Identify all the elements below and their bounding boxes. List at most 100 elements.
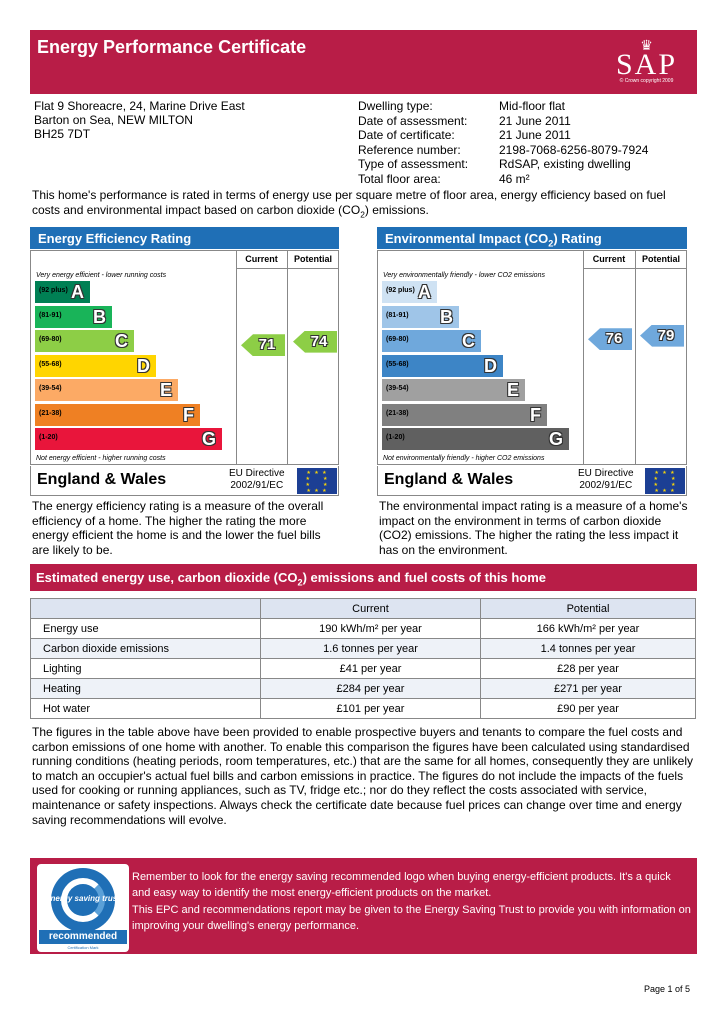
- band-letter: B: [440, 306, 453, 327]
- eu-directive: EU Directive 2002/91/EC: [578, 468, 634, 492]
- intro-text: This home's performance is rated in term…: [32, 188, 696, 221]
- sap-logo-text: SAP: [615, 48, 678, 81]
- row-current: £101 per year: [260, 698, 481, 719]
- band-letter: A: [71, 282, 84, 302]
- column-current: Current: [245, 254, 278, 264]
- address-line-2: Barton on Sea, NEW MILTON: [34, 113, 193, 127]
- environment-title-text: ) Rating: [553, 231, 602, 246]
- fact-label: Date of certificate:: [358, 128, 455, 142]
- band-letter: E: [506, 380, 519, 400]
- fact-value: RdSAP, existing dwelling: [499, 157, 631, 171]
- fact-label: Total floor area:: [358, 171, 441, 186]
- band-range: (1-20): [386, 434, 405, 441]
- rating-band-a: (92 plus) A: [382, 281, 437, 303]
- rating-band-e: (39-54) E: [382, 379, 525, 401]
- estimated-title-subscript: 2: [297, 577, 303, 588]
- est-brand-text: energy saving trust: [46, 894, 120, 903]
- row-potential: 1.4 tonnes per year: [480, 638, 696, 659]
- efficiency-footer: England & Wales EU Directive 2002/91/EC …: [30, 466, 339, 496]
- est-certification-mark: Certification Mark: [67, 945, 99, 950]
- rating-band-b: (81-91) B: [35, 305, 112, 328]
- efficiency-panel-title: Energy Efficiency Rating: [30, 227, 339, 249]
- eu-directive: EU Directive 2002/91/EC: [229, 468, 285, 492]
- efficiency-rating-chart: Current Potential Very energy efficient …: [30, 250, 339, 465]
- rating-band-e: (39-54) E: [35, 379, 178, 401]
- current-rating-arrow: 76: [588, 328, 632, 351]
- band-letter: F: [183, 404, 194, 425]
- row-potential: £271 per year: [480, 678, 696, 699]
- eu-directive-line: 2002/91/EC: [230, 480, 284, 491]
- band-range: (69-80): [386, 336, 409, 343]
- rating-band-c: (69-80) C: [35, 330, 134, 352]
- current-rating-arrow: 71: [241, 334, 285, 357]
- address-line-1: Flat 9 Shoreacre, 24, Marine Drive East: [34, 99, 245, 113]
- eu-directive-line: EU Directive: [229, 468, 285, 479]
- rating-band-b: (81-91) B: [382, 305, 459, 328]
- figures-explanation: The figures in the table above have been…: [32, 725, 694, 827]
- column-potential: Potential: [641, 254, 680, 264]
- est-recommended-text: recommended: [39, 930, 127, 944]
- efficiency-title-text: Energy Efficiency Rating: [38, 231, 192, 246]
- eu-flag-icon: ★ ★ ★ ★ ★ ★ ★ ★ ★ ★: [645, 468, 685, 494]
- table-row: Energy use 190 kWh/m² per year 166 kWh/m…: [30, 618, 696, 639]
- rating-band-d: (55-68) D: [382, 354, 503, 377]
- band-letter: G: [201, 429, 216, 449]
- band-range: (81-91): [39, 311, 62, 319]
- row-potential: £90 per year: [480, 698, 696, 719]
- intro-text-part: This home's performance is rated in term…: [32, 188, 666, 217]
- region-label: England & Wales: [384, 471, 514, 488]
- fact-label: Reference number:: [358, 142, 461, 157]
- fact-value: 2198-7068-6256-8079-7924: [499, 142, 649, 157]
- band-range: (21-38): [386, 409, 409, 417]
- band-letter: F: [530, 404, 541, 425]
- fact-row: Date of certificate: 21 June 2011: [358, 128, 648, 143]
- rating-band-f: (21-38) F: [35, 403, 200, 426]
- intro-text-part: ) emissions.: [364, 202, 429, 217]
- table-header-potential: Potential: [480, 598, 696, 619]
- band-range: (55-68): [39, 360, 62, 368]
- band-range: (39-54): [386, 385, 409, 392]
- fact-label: Type of assessment:: [358, 157, 469, 171]
- est-swirl-icon: [61, 878, 105, 922]
- row-name: Heating: [30, 678, 261, 699]
- eu-directive-line: EU Directive: [578, 468, 634, 479]
- row-current: 1.6 tonnes per year: [260, 638, 481, 659]
- crown-copyright: © Crown copyright 2009: [619, 78, 674, 84]
- environment-panel-title: Environmental Impact (CO2) Rating: [377, 227, 687, 249]
- row-name: Energy use: [30, 618, 261, 639]
- row-current: £41 per year: [260, 658, 481, 679]
- band-letter: B: [93, 306, 106, 327]
- row-name: Lighting: [30, 658, 261, 679]
- band-letter: E: [159, 380, 172, 400]
- rating-band-f: (21-38) F: [382, 403, 547, 426]
- column-potential: Potential: [293, 254, 332, 264]
- energy-saving-trust-logo: energy saving trust recommended Certific…: [37, 864, 129, 952]
- potential-rating-arrow: 79: [640, 324, 684, 347]
- band-letter: A: [418, 282, 431, 302]
- banner-text: Remember to look for the energy saving r…: [132, 870, 692, 936]
- fact-row: Date of assessment: 21 June 2011: [358, 114, 648, 129]
- table-row: Carbon dioxide emissions 1.6 tonnes per …: [30, 638, 696, 659]
- row-current: £284 per year: [260, 678, 481, 699]
- page-title: Energy Performance Certificate: [37, 37, 307, 57]
- band-letter: C: [462, 331, 475, 351]
- fact-label: Date of assessment:: [358, 113, 468, 128]
- rating-band-d: (55-68) D: [35, 354, 156, 377]
- region-label: England & Wales: [37, 471, 167, 488]
- fact-row: Type of assessment: RdSAP, existing dwell…: [358, 157, 648, 172]
- rating-band-c: (69-80) C: [382, 330, 481, 352]
- rating-band-a: (92 plus) A: [35, 281, 90, 303]
- band-letter: D: [137, 355, 150, 376]
- address-postcode: BH25 7DT: [34, 127, 91, 141]
- rating-band-g: (1-20) G: [35, 428, 222, 450]
- fact-value: 21 June 2011: [499, 113, 571, 128]
- top-note: Very environmentally friendly - lower CO…: [383, 272, 545, 279]
- band-letter: D: [484, 355, 497, 376]
- crown-icon: ♛: [640, 37, 653, 53]
- efficiency-description: The energy efficiency rating is a measur…: [32, 499, 324, 557]
- fact-row: Reference number: 2198-7068-6256-8079-792…: [358, 143, 648, 158]
- bottom-note: Not environmentally friendly - higher CO…: [383, 455, 545, 462]
- sap-logo: ♛ SAP © Crown copyright 2009: [604, 38, 689, 90]
- eu-flag-icon: ★ ★ ★ ★ ★ ★ ★ ★ ★ ★: [297, 468, 337, 494]
- fact-value: 46 m²: [499, 171, 530, 186]
